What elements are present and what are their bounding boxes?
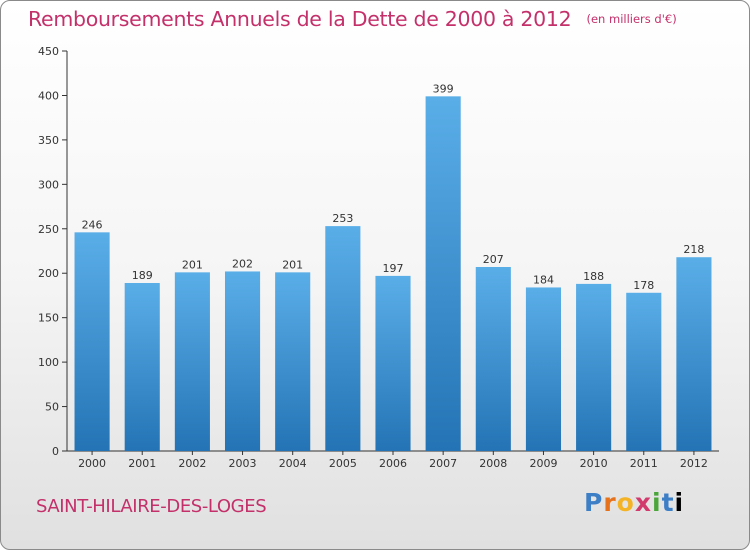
data-label-2000: 246 (82, 218, 103, 231)
y-tick-label: 350 (38, 134, 59, 147)
y-tick-label: 250 (38, 223, 59, 236)
logo-letter: i (674, 488, 685, 517)
y-tick-label: 400 (38, 89, 59, 102)
logo-letter: i (652, 488, 662, 517)
logo-letter: t (661, 488, 675, 517)
data-label-2010: 188 (583, 270, 604, 283)
bars (74, 96, 712, 451)
bar-2010 (576, 283, 612, 451)
x-tick-label: 2002 (178, 457, 206, 470)
logo-letter: r (603, 488, 617, 517)
data-label-2007: 399 (433, 82, 454, 95)
bar-2006 (375, 275, 411, 451)
y-tick-label: 100 (38, 356, 59, 369)
chart-unit-note: (en milliers d'€) (586, 12, 677, 26)
x-tick-label: 2003 (229, 457, 257, 470)
logo-letter: o (616, 488, 635, 517)
bar-2000 (74, 232, 110, 451)
bar-2012 (676, 257, 712, 451)
y-tick-label: 300 (38, 178, 59, 191)
y-tick-label: 200 (38, 267, 59, 280)
bar-2005 (325, 226, 361, 451)
x-tick-label: 2006 (379, 457, 407, 470)
x-tick-label: 2005 (329, 457, 357, 470)
chart-title-main: Remboursements Annuels de la Dette de 20… (28, 7, 572, 31)
bar-2007 (425, 96, 461, 451)
data-label-2003: 202 (232, 257, 253, 270)
x-tick-label: 2000 (78, 457, 106, 470)
bar-2001 (124, 283, 160, 451)
bar-2003 (224, 271, 261, 451)
data-label-2009: 184 (533, 273, 554, 286)
data-label-2011: 178 (633, 279, 654, 292)
data-label-2005: 253 (332, 212, 353, 225)
data-label-2012: 218 (683, 243, 704, 256)
x-tick-label: 2009 (529, 457, 557, 470)
y-tick-label: 150 (38, 312, 59, 325)
x-tick-label: 2008 (479, 457, 507, 470)
bar-2009 (525, 287, 562, 451)
x-tick-label: 2010 (580, 457, 608, 470)
y-tick-label: 0 (52, 445, 59, 458)
data-label-2001: 189 (132, 269, 153, 282)
logo-letter: x (634, 488, 652, 517)
data-labels: 246 189 201 202 201 253 197 399 207 184 188 178 218 (82, 82, 705, 291)
x-tick-label: 2012 (680, 457, 708, 470)
logo-letter: P (584, 488, 604, 517)
bar-2002 (174, 272, 210, 451)
x-tick-label: 2001 (128, 457, 156, 470)
x-tick-label: 2011 (630, 457, 658, 470)
data-label-2002: 201 (182, 258, 203, 271)
y-tick-label: 450 (38, 45, 59, 58)
bar-2004 (275, 272, 311, 451)
x-axis: 2000 2001 2002 2003 2004 2005 2006 2007 2008 2009… (67, 450, 719, 470)
y-axis: 0 50 100 150 200 250 300 350 400 450 (38, 45, 68, 458)
x-tick-label: 2007 (429, 457, 457, 470)
data-label-2008: 207 (483, 253, 504, 266)
commune-name: SAINT-HILAIRE-DES-LOGES (36, 496, 267, 517)
data-label-2004: 201 (282, 258, 303, 271)
proxiti-logo: Proxiti (584, 488, 684, 517)
y-tick-label: 50 (45, 401, 59, 414)
bar-2008 (475, 267, 511, 451)
data-label-2006: 197 (383, 262, 404, 275)
bar-2011 (626, 292, 662, 451)
x-tick-label: 2004 (279, 457, 307, 470)
chart-title: Remboursements Annuels de la Dette de 20… (28, 7, 677, 31)
